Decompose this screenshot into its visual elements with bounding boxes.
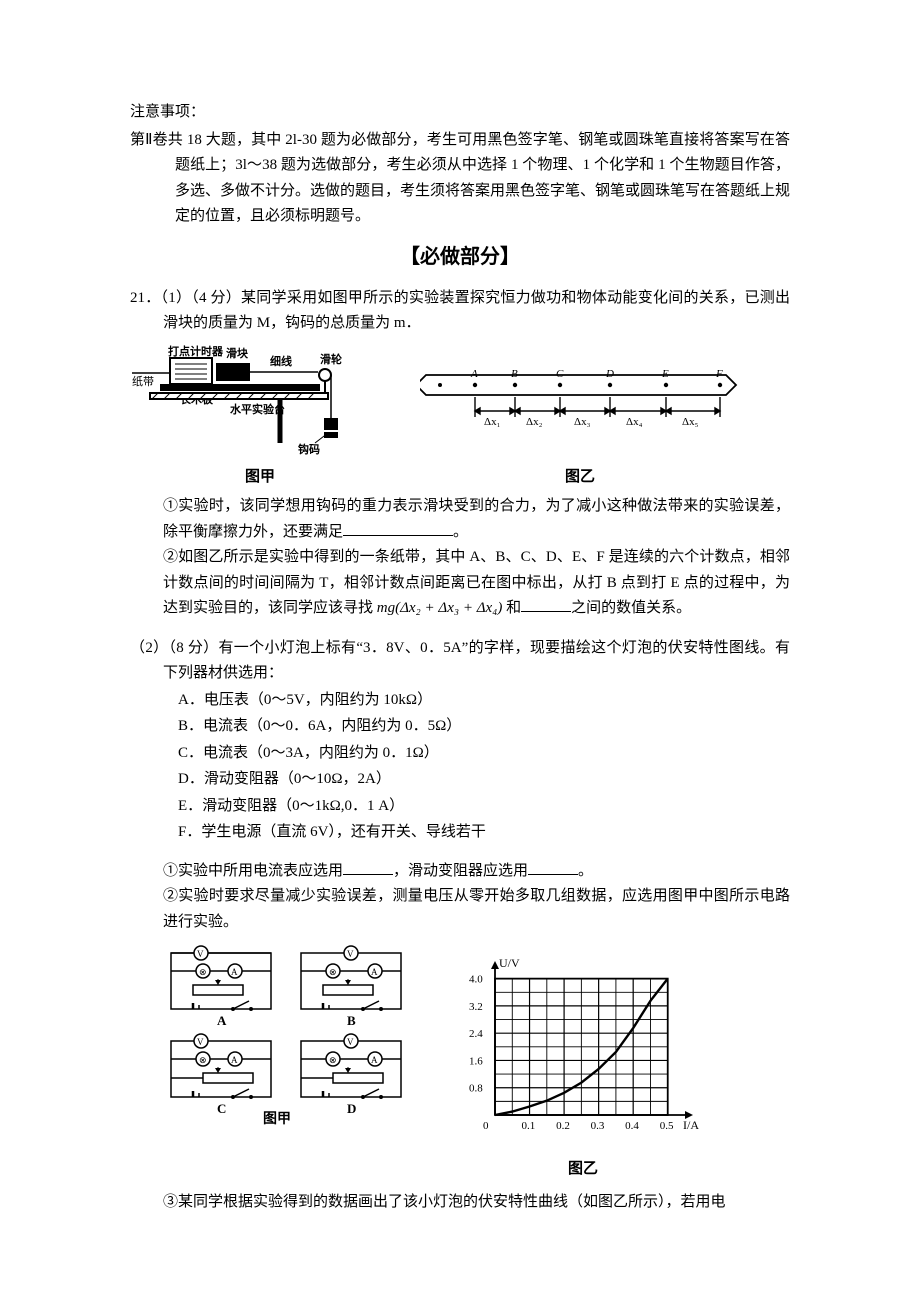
label-bench: 水平实验台 [230,402,285,416]
svg-text:A: A [470,368,478,380]
notice-label: 注意事项： [130,100,790,126]
figure-row-2: V ⊗ A A V [130,945,790,1182]
q21-p2: ②如图乙所示是实验中得到的一条纸带，其中 A、B、C、D、E、F 是连续的六个计… [130,545,790,622]
svg-text:0.5: 0.5 [660,1120,674,1132]
label-slider: 滑块 [226,346,249,360]
svg-text:U/V: U/V [499,956,520,970]
opt-B: B．电流表（0～0．6A，内阻约为 0．5Ω） [178,714,790,740]
svg-text:⊗: ⊗ [199,1055,207,1065]
svg-text:⊗: ⊗ [199,967,207,977]
svg-text:Δx₁: Δx₁ [484,416,501,428]
opt-E: E．滑动变阻器（0～1kΩ,0．1 A） [178,794,790,820]
opt-D: D．滑动变阻器（0～10Ω，2A） [178,767,790,793]
svg-text:Δx₂: Δx₂ [526,416,543,428]
section-header: 【必做部分】 [130,240,790,274]
svg-text:⊗: ⊗ [329,967,337,977]
svg-text:A: A [231,1055,238,1065]
label-weight: 钩码 [298,442,320,456]
svg-text:0: 0 [483,1120,489,1132]
figure-row-1: 纸带 打点计时器 滑块 细线 长木板 [130,343,790,491]
svg-text:Δx₃: Δx₃ [574,416,591,428]
notice-text: 第Ⅱ卷共 18 大题，其中 2l-30 题为必做部分，考生可用黑色签字笔、钢笔或… [130,128,790,230]
svg-text:0.1: 0.1 [522,1120,536,1132]
svg-text:V: V [347,949,354,959]
q21-2-p1-c: 。 [578,863,593,879]
q21-2-p1-a: ①实验中所用电流表应选用 [163,863,343,879]
iv-chart: 0.1 0.2 0.3 0.4 0.5 0.8 1.6 2.4 3.2 4.0 0 U/V I/A 图乙 [453,945,713,1182]
svg-text:V: V [197,949,204,959]
svg-text:4.0: 4.0 [469,974,483,986]
svg-text:⊗: ⊗ [329,1055,337,1065]
figure-yi-tape: A B C D E F [420,363,740,490]
blank-2[interactable] [521,596,571,612]
svg-text:0.2: 0.2 [556,1120,570,1132]
svg-text:F: F [715,368,723,380]
opt-C: C．电流表（0～3A，内阻约为 0．1Ω） [178,741,790,767]
blank-1[interactable] [343,520,453,536]
svg-text:C: C [556,368,564,380]
opt-F: F．学生电源（直流 6V），还有开关、导线若干 [178,820,790,846]
figure-yi1-caption: 图乙 [420,465,740,491]
svg-text:V: V [197,1037,204,1047]
svg-text:C: C [217,1101,226,1116]
q21-stem: 21．（1）（4 分）某同学采用如图甲所示的实验装置探究恒力做功和物体动能变化间… [130,286,790,337]
q21-2-p2: ②实验时要求尽量减少实验误差，测量电压从零开始多取几组数据，应选用图甲中图所示电… [130,884,790,935]
label-timer: 打点计时器 [168,344,224,358]
figure-jia-apparatus: 纸带 打点计时器 滑块 细线 长木板 [130,343,390,491]
svg-text:0.4: 0.4 [625,1120,639,1132]
q21-p1-a: ①实验时，该同学想用钩码的重力表示滑块受到的合力，为了减小这种做法带来的实验误差… [163,498,790,540]
notice-body: 第Ⅱ卷共 18 大题，其中 2l-30 题为必做部分，考生可用黑色签字笔、钢笔或… [130,128,790,230]
circuits-caption: 图甲 [263,1111,291,1125]
svg-text:D: D [347,1101,356,1116]
label-string: 细线 [270,354,292,368]
figure-jia-caption: 图甲 [130,465,390,491]
svg-text:A: A [371,1055,378,1065]
svg-text:3.2: 3.2 [469,1001,483,1013]
chart-caption: 图乙 [453,1157,713,1183]
svg-text:B: B [511,368,518,380]
q21-p1: ①实验时，该同学想用钩码的重力表示滑块受到的合力，为了减小这种做法带来的实验误差… [130,494,790,545]
options-list: A．电压表（0～5V，内阻约为 10kΩ） B．电流表（0～0．6A，内阻约为 … [130,688,790,846]
q21-p2-b: 和 [502,600,521,616]
svg-text:0.3: 0.3 [591,1120,605,1132]
svg-text:I/A: I/A [683,1118,699,1132]
q21-2-stem: （2）（8 分）有一个小灯泡上标有“3．8V、0．5A”的字样，现要描绘这个灯泡… [130,636,790,687]
svg-text:Δx₅: Δx₅ [682,416,699,428]
label-tape: 纸带 [132,375,154,388]
svg-text:A: A [217,1013,227,1028]
blank-3[interactable] [343,859,393,875]
svg-text:A: A [371,967,378,977]
svg-text:1.6: 1.6 [469,1055,483,1067]
q21-p2-c: 之间的数值关系。 [571,600,691,616]
svg-text:D: D [605,368,614,380]
svg-text:A: A [231,967,238,977]
svg-text:0.8: 0.8 [469,1083,483,1095]
label-pulley: 滑轮 [320,352,342,366]
opt-A: A．电压表（0～5V，内阻约为 10kΩ） [178,688,790,714]
q21-2-p1-b: ，滑动变阻器应选用 [393,863,528,879]
blank-4[interactable] [528,859,578,875]
svg-text:V: V [347,1037,354,1047]
svg-text:E: E [661,368,669,380]
svg-text:Δx₄: Δx₄ [626,416,643,428]
svg-text:2.4: 2.4 [469,1028,483,1040]
q21-p1-b: 。 [453,524,468,540]
q21-p2-formula: mg(Δx₂ + Δx₃ + Δx₄) [377,600,503,616]
q21-2-p1: ①实验中所用电流表应选用 ，滑动变阻器应选用 。 [130,859,790,885]
q21-2-p3: ③某同学根据实验得到的数据画出了该小灯泡的伏安特性曲线（如图乙所示），若用电 [130,1190,790,1216]
circuits-figure: V ⊗ A A V [163,945,413,1135]
svg-text:B: B [347,1013,356,1028]
